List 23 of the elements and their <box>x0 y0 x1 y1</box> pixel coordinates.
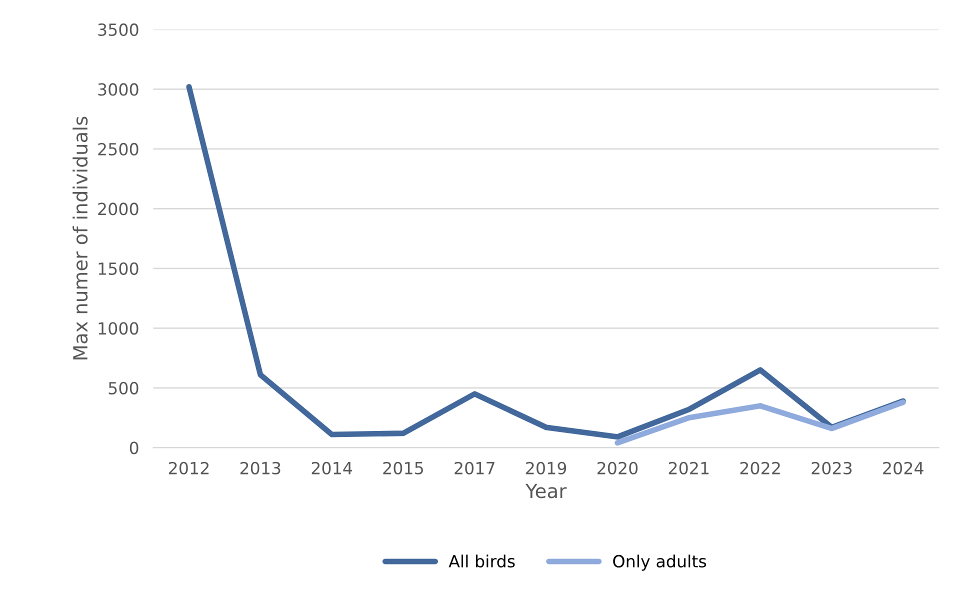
x-tick-label: 2020 <box>597 462 638 474</box>
y-tick-label: 500 <box>108 382 138 394</box>
y-tick-label: 2500 <box>98 142 138 156</box>
x-tick-label: 2024 <box>883 462 924 474</box>
y-tick-label: 1000 <box>98 322 138 335</box>
x-tick-label: 2012 <box>169 462 209 474</box>
y-axis-title: Max numer of individuals <box>72 116 88 360</box>
legend-label: All birds <box>448 554 515 568</box>
x-tick-label: 2015 <box>383 462 423 474</box>
y-tick-label: 1500 <box>98 262 138 275</box>
legend-label: Only adults <box>613 554 706 571</box>
x-tick-label: 2019 <box>526 462 566 474</box>
x-axis-title: Year <box>525 484 567 498</box>
y-tick-label: 2000 <box>98 202 138 216</box>
x-tick-label: 2023 <box>812 462 852 474</box>
y-tick-label: 0 <box>130 442 138 454</box>
x-tick-label: 2014 <box>312 462 352 474</box>
x-tick-label: 2013 <box>240 462 280 474</box>
y-tick-label: 3000 <box>98 83 138 96</box>
y-tick-label: 3500 <box>98 23 138 36</box>
x-tick-label: 2021 <box>668 462 709 474</box>
x-tick-label: 2022 <box>740 462 780 474</box>
x-tick-label: 2017 <box>454 462 494 474</box>
